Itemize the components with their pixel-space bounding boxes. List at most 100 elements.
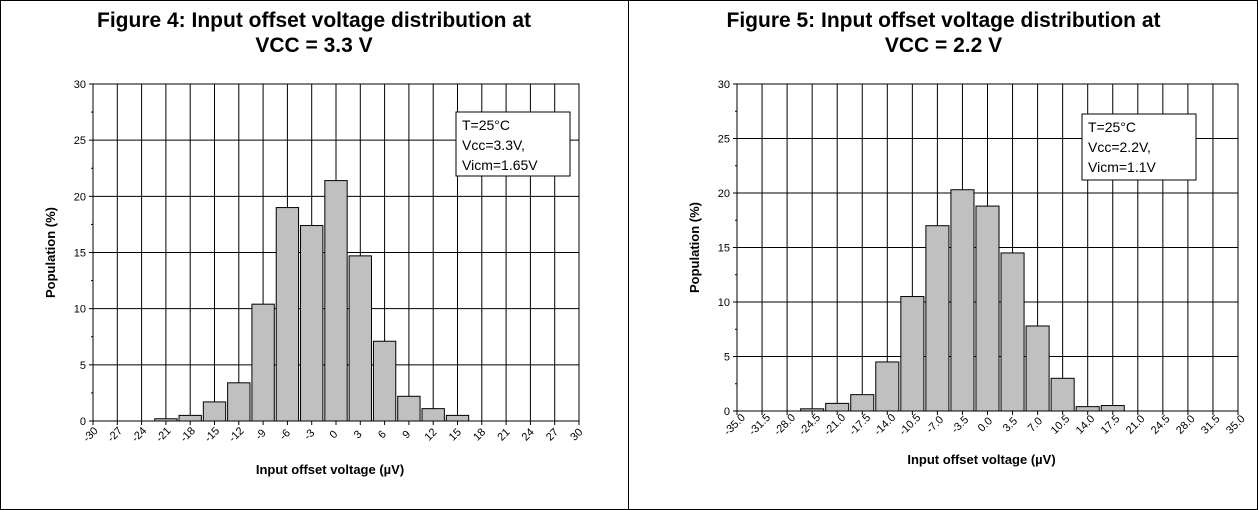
x-tick-label: 30	[568, 426, 585, 443]
histogram-bar	[825, 402, 850, 412]
panel-divider	[628, 0, 629, 510]
histogram-bar	[875, 361, 900, 412]
figure-5-panel: Figure 5: Input offset voltage distribut…	[629, 0, 1258, 510]
x-tick-label: 28.0	[1174, 413, 1198, 437]
y-tick-label: 15	[74, 248, 86, 260]
annotation-text: Vicm=1.65V	[462, 157, 538, 173]
annotation-box	[455, 111, 571, 177]
histogram-bar	[202, 401, 227, 422]
histogram-bar	[1025, 325, 1050, 412]
y-tick-label: 10	[718, 297, 730, 309]
x-tick-label: -6	[278, 427, 293, 442]
x-tick-label: -9	[253, 427, 268, 442]
y-tick-label: 20	[74, 191, 86, 203]
x-tick-label: -3.5	[949, 414, 971, 436]
y-axis-title: Population (%)	[687, 202, 702, 293]
y-tick-label: 0	[80, 416, 86, 428]
x-tick-label: 17.5	[1099, 413, 1123, 437]
annotation-text: Vcc=2.2V,	[1088, 139, 1151, 155]
annotation-text: Vicm=1.1V	[1088, 159, 1156, 175]
histogram-bar	[445, 414, 470, 422]
x-tick-label: 27	[544, 426, 561, 443]
x-tick-label: 6	[376, 428, 389, 441]
histogram-bar	[372, 340, 397, 422]
plot-area-border	[736, 83, 1239, 412]
y-tick-label: 20	[718, 188, 730, 200]
annotation-text: Vcc=3.3V,	[462, 137, 525, 153]
figure-5-title-line1: Figure 5: Input offset voltage distribut…	[726, 9, 1161, 32]
histogram-bar	[1075, 406, 1100, 412]
histogram-bar	[300, 225, 324, 422]
x-tick-label: 7.0	[1026, 415, 1045, 434]
histogram-bar	[850, 394, 875, 412]
histogram-bar	[950, 189, 975, 412]
y-tick-label: 0	[724, 406, 730, 418]
x-tick-label: 21	[495, 426, 512, 443]
x-tick-label: -28.0	[772, 412, 798, 438]
x-tick-label: 15	[447, 426, 464, 443]
x-tick-label: -18	[178, 425, 198, 445]
x-tick-label: 0.0	[976, 415, 995, 434]
x-tick-label: -21.0	[822, 412, 848, 438]
y-tick-label: 30	[718, 79, 730, 91]
x-tick-label: 12	[423, 426, 440, 443]
y-tick-label: 25	[74, 135, 86, 147]
x-tick-label: -27	[105, 425, 125, 445]
histogram-bar	[900, 296, 925, 412]
x-tick-label: 14.0	[1074, 413, 1098, 437]
annotation-text: T=25°C	[462, 117, 510, 133]
x-axis-title: Input offset voltage (µV)	[907, 452, 1055, 467]
x-tick-label: -12	[227, 425, 247, 445]
y-tick-label: 25	[718, 134, 730, 146]
y-tick-label: 15	[718, 243, 730, 255]
x-tick-label: 10.5	[1049, 413, 1073, 437]
histogram-bar	[275, 207, 300, 422]
x-tick-label: -24	[130, 425, 150, 445]
x-axis-title: Input offset voltage (µV)	[256, 462, 404, 477]
figure-5-histogram: 051015202530-35.0-31.5-28.0-24.5-21.0-17…	[687, 79, 1248, 467]
y-axis-title: Population (%)	[43, 207, 58, 298]
histogram-bar	[975, 205, 1000, 412]
figure-4-title-line1: Figure 4: Input offset voltage distribut…	[97, 9, 531, 32]
x-tick-label: -15	[203, 425, 223, 445]
x-tick-label: 31.5	[1199, 413, 1223, 437]
plot-area-border	[92, 83, 580, 422]
x-tick-label: 9	[400, 428, 413, 441]
x-tick-label: -10.5	[897, 412, 923, 438]
x-tick-label: -31.5	[747, 412, 773, 438]
x-tick-label: -21	[154, 425, 174, 445]
x-tick-label: 3.5	[1001, 415, 1020, 434]
histogram-bar	[324, 180, 348, 422]
x-tick-label: 3	[352, 428, 365, 441]
x-tick-label: 24	[520, 426, 537, 443]
x-tick-label: 0	[327, 428, 340, 441]
y-tick-label: 5	[80, 360, 86, 372]
histogram-bar	[227, 382, 251, 422]
histogram-bar	[348, 255, 372, 422]
histogram-bar	[421, 408, 445, 422]
histogram-bar	[178, 414, 202, 422]
histogram-bar	[925, 225, 950, 412]
x-tick-label: 21.0	[1124, 413, 1148, 437]
y-tick-label: 30	[74, 79, 86, 91]
annotation-box	[1081, 113, 1197, 181]
x-tick-label: -3	[302, 427, 317, 442]
x-tick-label: -7.0	[924, 414, 946, 436]
figure-4-panel: Figure 4: Input offset voltage distribut…	[0, 0, 628, 510]
histogram-bar	[1000, 252, 1025, 412]
histogram-bar	[251, 303, 275, 422]
x-tick-label: 18	[471, 426, 488, 443]
x-tick-label: 35.0	[1224, 413, 1248, 437]
figure-4-title: Figure 4: Input offset voltage distribut…	[0, 8, 628, 58]
x-tick-label: -17.5	[847, 412, 873, 438]
annotation-text: T=25°C	[1088, 119, 1136, 135]
histogram-bar	[1100, 405, 1125, 412]
x-tick-label: 24.5	[1149, 413, 1173, 437]
figure-4-title-line2: VCC = 3.3 V	[255, 34, 373, 57]
y-tick-label: 10	[74, 304, 86, 316]
histogram-bar	[1050, 377, 1075, 412]
y-tick-label: 5	[724, 352, 730, 364]
histogram-bar	[397, 395, 421, 422]
x-tick-label: -14.0	[872, 412, 898, 438]
